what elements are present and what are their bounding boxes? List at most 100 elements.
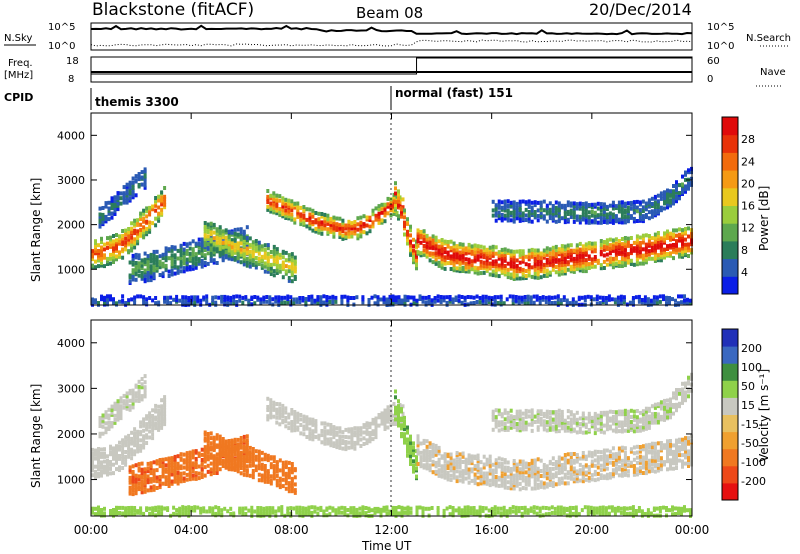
echo-cell <box>206 449 210 454</box>
echo-cell <box>666 192 669 197</box>
echo-cell <box>145 297 149 302</box>
echo-cell <box>467 475 471 480</box>
echo-cell <box>659 194 663 199</box>
echo-cell <box>536 477 540 482</box>
echo-cell <box>344 440 348 444</box>
echo-cell <box>383 210 387 215</box>
echo-cell <box>434 464 438 469</box>
echo-cell <box>185 477 189 482</box>
echo-cell <box>137 265 141 270</box>
echo-cell <box>635 240 639 245</box>
echo-cell <box>560 271 564 276</box>
echo-cell <box>167 470 171 474</box>
echo-cell <box>415 298 419 303</box>
echo-cell <box>412 244 415 249</box>
echo-cell <box>182 452 186 457</box>
echo-cell <box>632 445 636 450</box>
echo-cell <box>566 246 570 251</box>
echo-cell <box>134 277 138 282</box>
echo-cell <box>266 189 270 193</box>
echo-cell <box>127 240 131 245</box>
echo-cell <box>455 268 459 273</box>
echo-cell <box>635 219 639 223</box>
echo-cell <box>476 462 480 467</box>
echo-cell <box>158 475 162 479</box>
echo-cell <box>136 445 140 450</box>
echo-cell <box>623 248 627 253</box>
echo-cell <box>623 257 627 262</box>
echo-cell <box>473 258 477 263</box>
echo-cell <box>167 467 171 472</box>
echo-cell <box>545 482 549 487</box>
echo-cell <box>663 190 666 195</box>
echo-cell <box>578 265 582 270</box>
echo-cell <box>434 257 438 262</box>
echo-cell <box>681 230 684 235</box>
echo-cell <box>560 260 564 265</box>
echo-cell <box>272 469 276 474</box>
echo-cell <box>647 198 651 203</box>
echo-cell <box>536 214 540 218</box>
echo-cell <box>593 458 597 463</box>
echo-cell <box>455 451 459 455</box>
echo-cell <box>542 248 546 253</box>
echo-cell <box>526 294 530 299</box>
echo-cell <box>581 212 585 217</box>
echo-cell <box>167 478 171 483</box>
echo-cell <box>389 417 393 422</box>
echo-cell <box>212 230 216 235</box>
echo-cell <box>245 256 249 261</box>
echo-cell <box>400 214 403 219</box>
echo-cell <box>227 439 231 443</box>
echo-cell <box>678 252 681 257</box>
echo-cell <box>620 215 624 219</box>
echo-cell <box>403 220 406 225</box>
echo-cell <box>472 295 476 300</box>
echo-cell <box>683 298 686 303</box>
echo-cell <box>509 469 513 474</box>
echo-cell <box>617 239 621 243</box>
echo-cell <box>215 231 219 236</box>
echo-cell <box>533 474 537 478</box>
echo-cell <box>110 201 114 205</box>
echo-cell <box>684 242 687 247</box>
echo-cell <box>593 452 597 457</box>
echo-cell <box>656 199 660 204</box>
echo-cell <box>290 411 294 416</box>
echo-cell <box>151 414 155 418</box>
echo-cell <box>623 457 627 462</box>
echo-cell <box>641 217 645 221</box>
echo-cell <box>419 240 423 245</box>
echo-cell <box>236 437 240 442</box>
echo-cell <box>623 201 627 206</box>
echo-cell <box>400 409 403 414</box>
echo-cell <box>518 252 522 257</box>
echo-cell <box>494 245 498 250</box>
echo-cell <box>233 231 237 236</box>
echo-cell <box>206 261 210 266</box>
echo-cell <box>681 186 684 191</box>
echo-cell <box>675 180 678 185</box>
echo-cell <box>254 468 258 473</box>
echo-cell <box>521 271 525 276</box>
echo-cell <box>278 483 282 488</box>
echo-cell <box>590 209 594 214</box>
echo-cell <box>653 455 657 460</box>
echo-cell <box>352 296 356 300</box>
echo-cell <box>110 421 114 426</box>
echo-cell <box>545 206 549 211</box>
echo-cell <box>409 243 412 248</box>
echo-cell <box>530 208 534 213</box>
echo-cell <box>533 203 537 208</box>
echo-cell <box>314 220 318 225</box>
echo-cell <box>158 458 162 462</box>
echo-cell <box>115 467 118 472</box>
echo-cell <box>672 189 675 194</box>
echo-cell <box>238 294 242 299</box>
echo-cell <box>503 410 507 415</box>
echo-cell <box>139 214 143 218</box>
echo-cell <box>233 227 237 232</box>
echo-cell <box>593 463 597 468</box>
echo-cell <box>302 427 306 432</box>
echo-cell <box>512 203 516 208</box>
